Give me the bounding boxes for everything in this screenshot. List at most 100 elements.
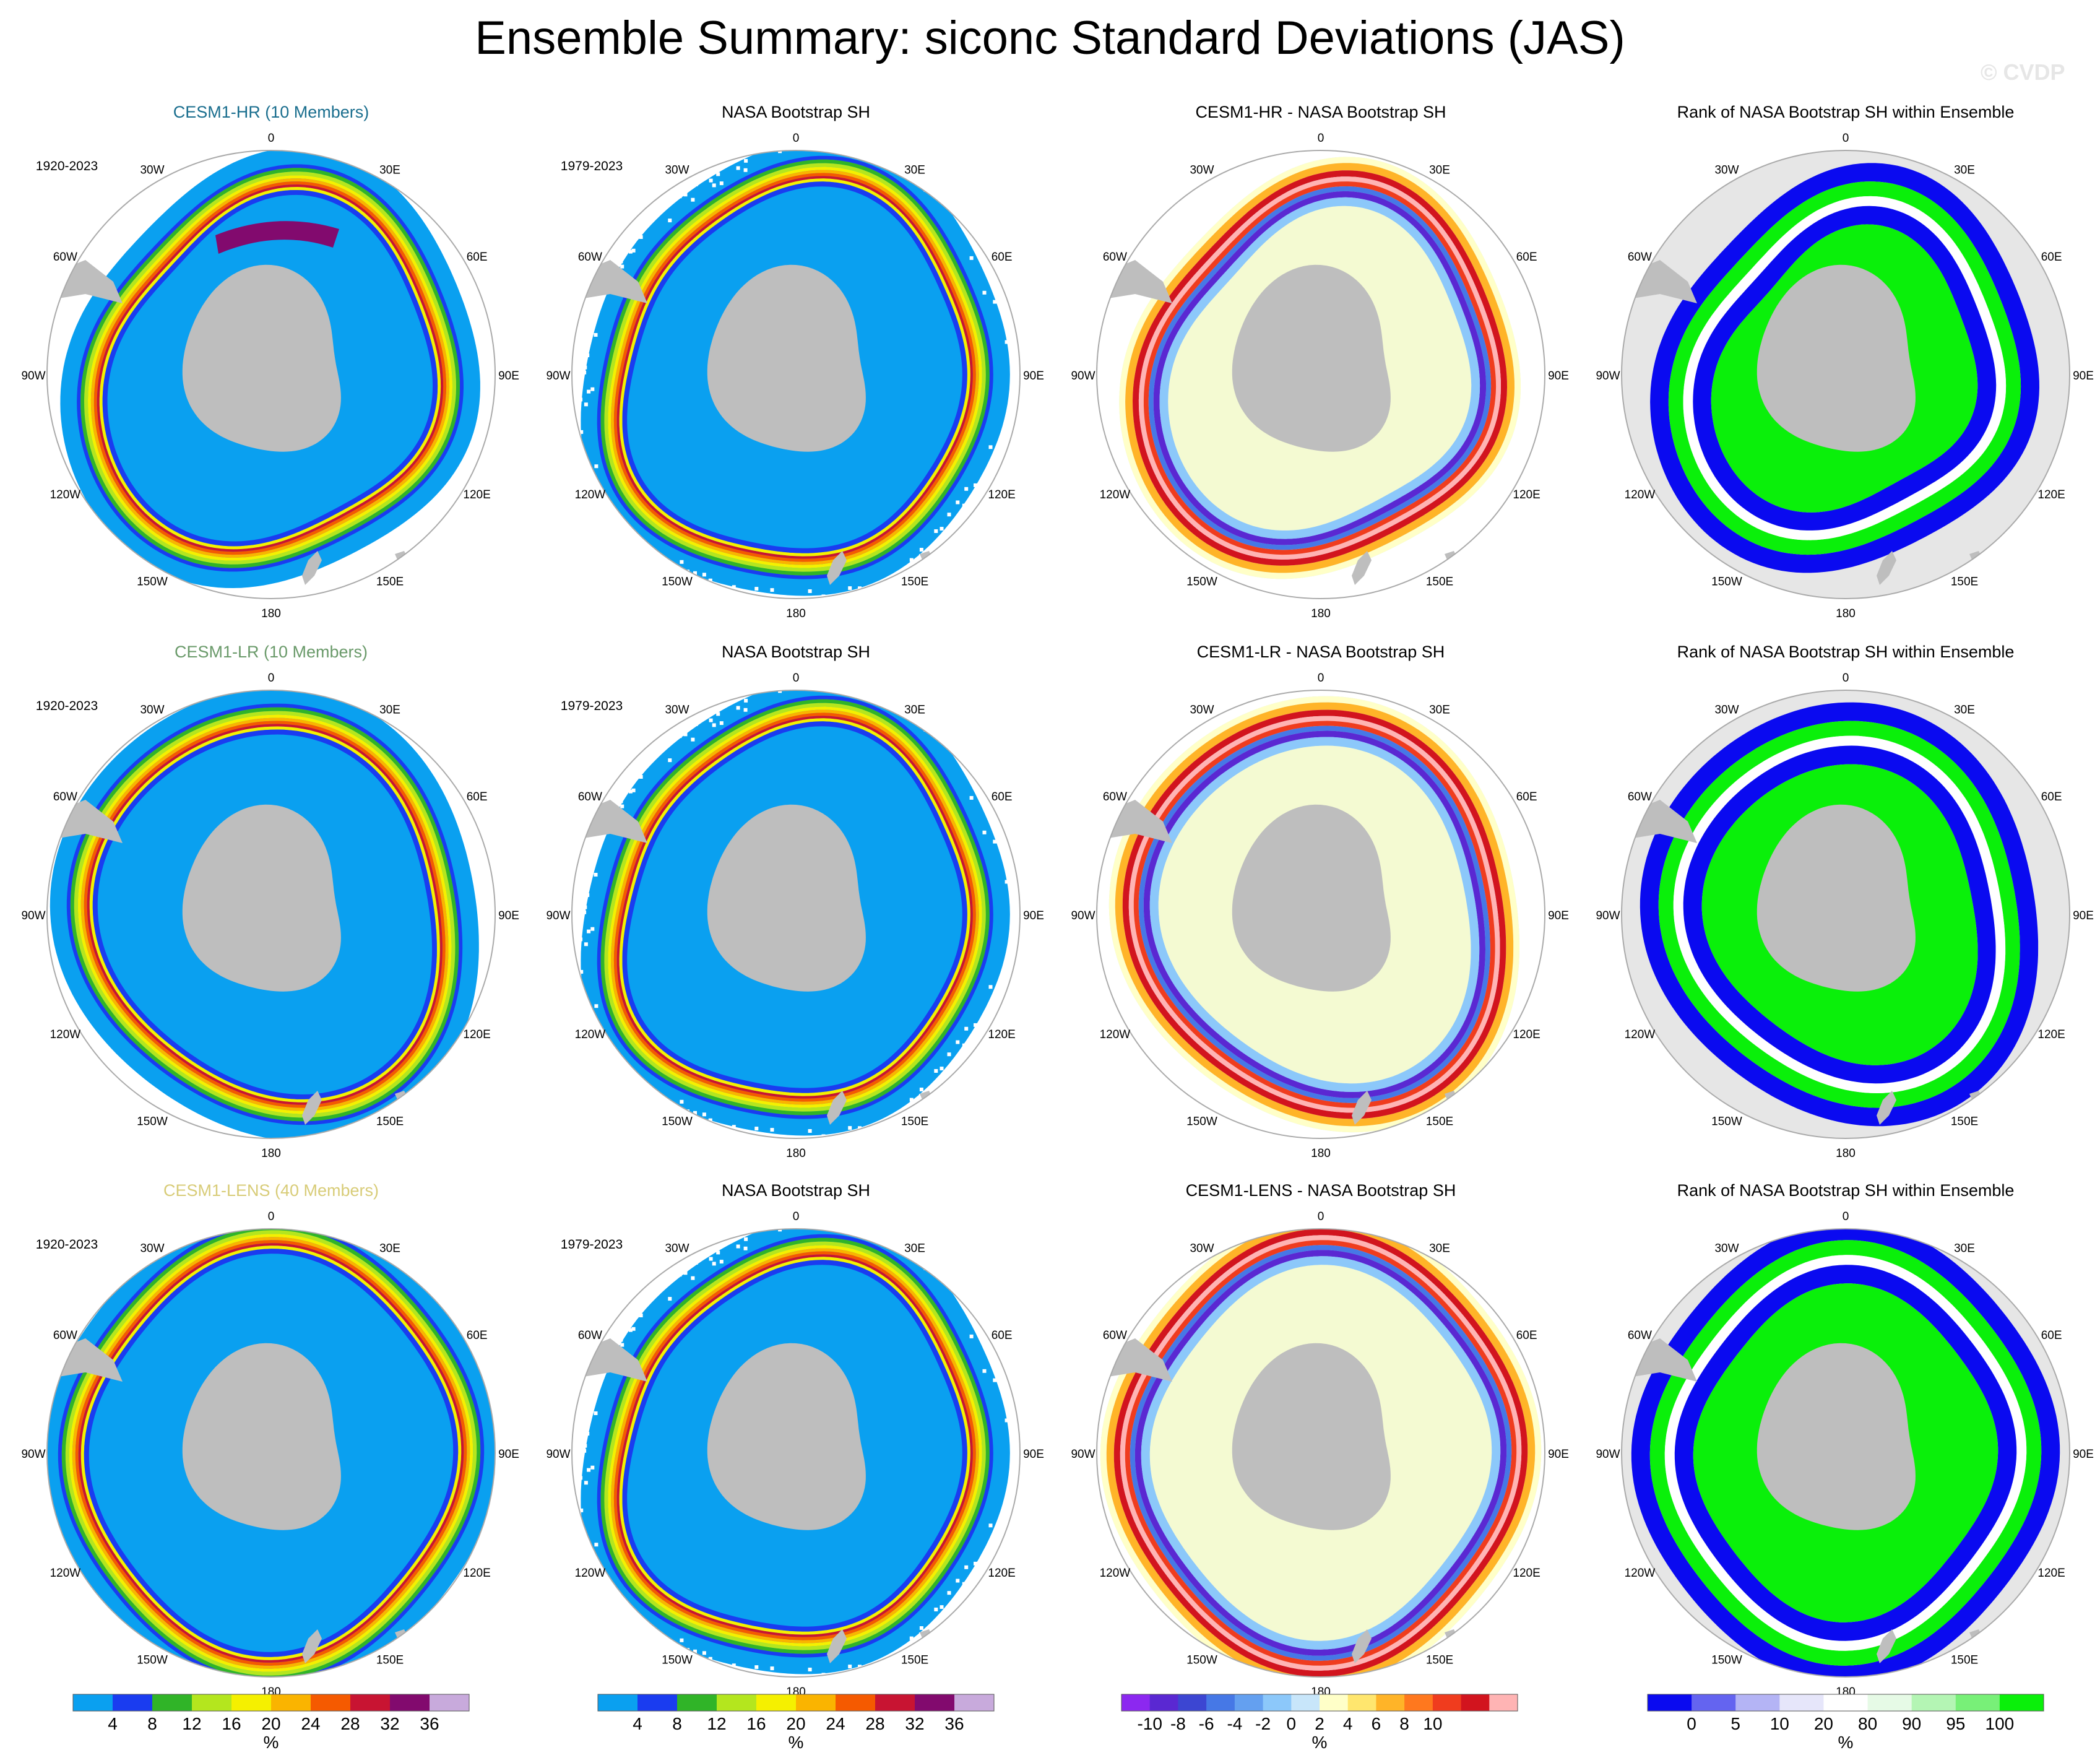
longitude-label: 90E (1023, 909, 1044, 922)
speckle (1019, 400, 1020, 404)
speckle (980, 1033, 984, 1037)
speckle (974, 483, 977, 487)
speckle (998, 294, 1003, 298)
longitude-label: 120E (463, 488, 490, 501)
colorbar-tick-label: -8 (1170, 1714, 1186, 1733)
map-boundary (1621, 690, 2070, 1139)
speckle (619, 1338, 623, 1342)
speckle (892, 1232, 896, 1236)
speckle (642, 1091, 647, 1094)
speckle (620, 1343, 624, 1347)
speckle (1014, 894, 1018, 899)
speckle (581, 1024, 585, 1028)
new-zealand-landmass (1352, 551, 1372, 585)
speckle (709, 718, 713, 722)
longitude-label: 90E (498, 1448, 519, 1461)
speckle (621, 519, 625, 524)
longitude-label: 0 (1843, 132, 1849, 145)
longitude-label: 30W (1714, 703, 1739, 716)
speckle (708, 1118, 712, 1122)
colorbar-tick-label: 0 (1687, 1714, 1696, 1733)
speckle (891, 153, 895, 157)
speckle (1011, 373, 1014, 377)
speckle (774, 680, 778, 683)
speckle (1008, 964, 1013, 968)
colorbar-tick-label: 20 (786, 1714, 805, 1733)
speckle (982, 1369, 987, 1373)
longitude-label: 60W (578, 791, 602, 804)
speckle (751, 1137, 755, 1138)
colorbar-swatch (1121, 1694, 1151, 1711)
speckle (681, 192, 685, 196)
speckle (767, 686, 771, 690)
speckle (919, 548, 923, 552)
colorbar-swatch (1648, 1694, 1692, 1711)
speckle (808, 1668, 812, 1671)
speckle (743, 708, 748, 712)
longitude-label: 90W (21, 1448, 45, 1461)
longitude-label: 30E (1429, 163, 1450, 176)
speckle (754, 1665, 759, 1670)
speckle (643, 1622, 647, 1626)
speckle (623, 1070, 628, 1074)
main-title: Ensemble Summary: siconc Standard Deviat… (475, 12, 1625, 64)
panel-title: CESM1-LENS - NASA Bootstrap SH (1186, 1181, 1456, 1200)
panel-title: NASA Bootstrap SH (722, 1181, 870, 1200)
speckle (968, 1590, 972, 1594)
colorbar-swatch (1692, 1694, 1736, 1711)
speckle (1007, 1406, 1011, 1411)
speckle (678, 194, 682, 199)
speckle (702, 1112, 706, 1117)
panel-title: Rank of NASA Bootstrap SH within Ensembl… (1677, 643, 2015, 661)
map-boundary (1621, 1228, 2070, 1678)
speckle (972, 1322, 976, 1326)
speckle (638, 1082, 642, 1086)
longitude-label: 150E (1951, 576, 1978, 589)
speckle (847, 599, 851, 603)
speckle (594, 1004, 598, 1008)
speckle (577, 446, 581, 451)
speckle (847, 1139, 851, 1143)
colorbar-swatch (1823, 1694, 1868, 1711)
speckle (631, 1327, 636, 1331)
longitude-label: 30W (1714, 163, 1739, 176)
colorbar: 4 8 12 16 20 24 28 32 36% (72, 1694, 470, 1752)
speckle (969, 795, 974, 800)
speckle (654, 1101, 659, 1104)
speckle (712, 723, 716, 727)
speckle (853, 144, 857, 148)
antarctica-landmass (1232, 1343, 1391, 1530)
speckle (583, 365, 587, 370)
longitude-label: 60E (467, 791, 488, 804)
colorbar-swatch (1432, 1694, 1462, 1711)
speckle (992, 812, 996, 817)
colorbar-tick-label: 12 (707, 1714, 726, 1733)
longitude-label: 90W (546, 909, 570, 922)
speckle (683, 193, 688, 197)
speckle (631, 248, 636, 253)
speckle (823, 137, 826, 141)
speckle (662, 1105, 666, 1109)
map-boundary (1096, 1228, 1545, 1678)
speckle (694, 722, 698, 726)
colorbar-swatch (1149, 1694, 1178, 1711)
colorbar-swatch (1779, 1694, 1824, 1711)
longitude-label: 60W (1628, 251, 1652, 264)
speckle (579, 1508, 584, 1512)
colorbar-swatch (1291, 1694, 1320, 1711)
speckle (623, 1608, 628, 1613)
speckle (639, 775, 643, 779)
speckle (763, 1676, 767, 1677)
colorbar-tick-label: 10 (1770, 1714, 1789, 1733)
speckle (798, 1137, 803, 1138)
new-zealand-landmass (827, 1091, 847, 1125)
colorbar-tick-label: 16 (222, 1714, 241, 1733)
longitude-label: 30W (665, 1242, 689, 1255)
map-panel: NASA Bootstrap SH 1979-2023 0 30E 60E 90E 120E… (546, 103, 1044, 620)
colorbar-swatch (1376, 1694, 1405, 1711)
speckle (839, 150, 844, 152)
speckle (892, 1229, 896, 1233)
speckle (970, 228, 975, 233)
longitude-label: 30W (1190, 1242, 1214, 1255)
speckle (707, 1124, 711, 1128)
